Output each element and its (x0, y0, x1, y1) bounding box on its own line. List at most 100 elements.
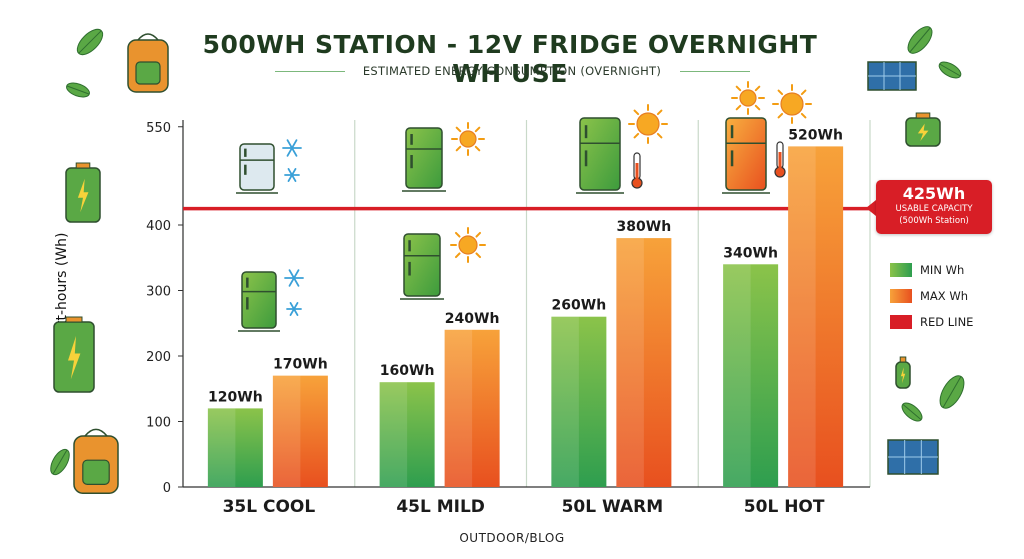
battery-bolt (77, 178, 89, 213)
leaf-vein (942, 376, 962, 408)
sun-icon (731, 81, 765, 115)
bar-min (551, 316, 607, 487)
leaf-icon (907, 26, 933, 54)
leaf-icon (901, 402, 923, 422)
legend: MIN Wh MAX Wh RED LINE (890, 262, 973, 340)
bar-shine (788, 146, 816, 487)
fridge-icon (402, 127, 446, 192)
legend-swatch-max (890, 289, 912, 303)
y-tick-label: 300 (146, 285, 171, 300)
leaf-vein (52, 449, 68, 475)
fridge-handle (730, 125, 734, 139)
fridge-handle (246, 297, 249, 310)
sun-ray (633, 132, 640, 139)
fridge-icon (236, 143, 278, 194)
snowflake-icon (282, 139, 302, 157)
pack-handle (84, 428, 108, 437)
fridge-handle (246, 277, 249, 288)
y-tick-label: 0 (163, 481, 171, 496)
leaf-icon (939, 375, 965, 409)
y-tick-label: 100 (146, 416, 171, 431)
fridge-handle (408, 261, 411, 276)
fridge-body (241, 271, 277, 329)
bar-value-label: 160Wh (380, 363, 435, 379)
bar-min (379, 382, 435, 487)
fridge-handle (408, 240, 411, 252)
leaf-icon (938, 61, 962, 79)
legend-swatch-redline (890, 315, 912, 329)
battery-cap (899, 356, 907, 363)
y-tick-label: 550 (146, 121, 171, 136)
bar-value-label: 380Wh (617, 219, 672, 235)
sun-ray (800, 89, 807, 96)
battery-icon (905, 112, 941, 147)
sun-ray (735, 85, 742, 92)
snowflake-stroke (286, 139, 298, 157)
bar-value-label: 520Wh (788, 127, 843, 143)
solar-panel-icon (887, 439, 939, 475)
thermometer-icon (774, 141, 786, 178)
battery-icon (65, 162, 101, 223)
callout-line2: (500Wh Station) (899, 216, 969, 226)
fridge-body (725, 117, 767, 191)
sun-ray (455, 145, 462, 152)
legend-item-min: MIN Wh (890, 262, 973, 278)
snowflake-icon (284, 269, 304, 287)
pack-pocket (135, 61, 161, 85)
snowflake-stroke (289, 302, 299, 316)
fridge-icon (722, 117, 770, 194)
bar-shine (616, 238, 644, 487)
fridge-handle (244, 164, 247, 175)
sun-ray (656, 132, 663, 139)
backpack-icon (73, 428, 119, 494)
legend-item-redline: RED LINE (890, 314, 973, 330)
leaf-vein (909, 27, 931, 53)
footer-source: OUTDOOR/BLOG (459, 531, 565, 545)
sun-disc (780, 92, 804, 116)
bar-shine (723, 264, 751, 487)
bar-value-label: 170Wh (273, 357, 328, 373)
fridge-handle (244, 148, 247, 157)
bar-max (788, 146, 844, 487)
sun-ray (475, 231, 482, 238)
sun-ray (777, 112, 784, 119)
battery-icon (53, 316, 95, 393)
leaf-vein (902, 403, 922, 421)
leaf-icon (66, 82, 90, 98)
battery-bolt (917, 123, 929, 141)
sun-ray (633, 109, 640, 116)
snowflake-stroke (287, 168, 297, 182)
bar-max (616, 238, 672, 487)
sun-disc (459, 130, 477, 148)
legend-label-max: MAX Wh (920, 289, 968, 303)
bar-value-label: 240Wh (445, 311, 500, 327)
chart-subtitle: ESTIMATED ENERGY CONSUMPTION (OVERNIGHT) (362, 64, 662, 78)
sun-ray (474, 145, 481, 152)
sun-ray (800, 112, 807, 119)
sun-disc (458, 235, 478, 255)
sun-icon (772, 84, 812, 124)
fridge-body (579, 117, 621, 191)
fridge-icon (400, 233, 444, 300)
backpack-icon (127, 33, 169, 93)
bar-max (444, 329, 500, 487)
sun-ray (454, 231, 461, 238)
sun-icon (450, 227, 486, 263)
legend-label-min: MIN Wh (920, 263, 965, 277)
snowflake-stroke (288, 269, 300, 287)
sun-ray (474, 126, 481, 133)
callout-line1: USABLE CAPACITY (895, 204, 973, 214)
bar-max (272, 375, 328, 487)
snowflake-icon (284, 168, 300, 182)
sun-ray (475, 252, 482, 259)
bar-min (723, 264, 779, 487)
leaf-icon (76, 28, 104, 56)
fridge-icon (238, 271, 280, 332)
leaf-vein (78, 30, 102, 54)
snowflake-icon (286, 302, 302, 316)
fridge-handle (730, 150, 734, 167)
bar-value-label: 120Wh (208, 389, 263, 405)
sun-ray (656, 109, 663, 116)
